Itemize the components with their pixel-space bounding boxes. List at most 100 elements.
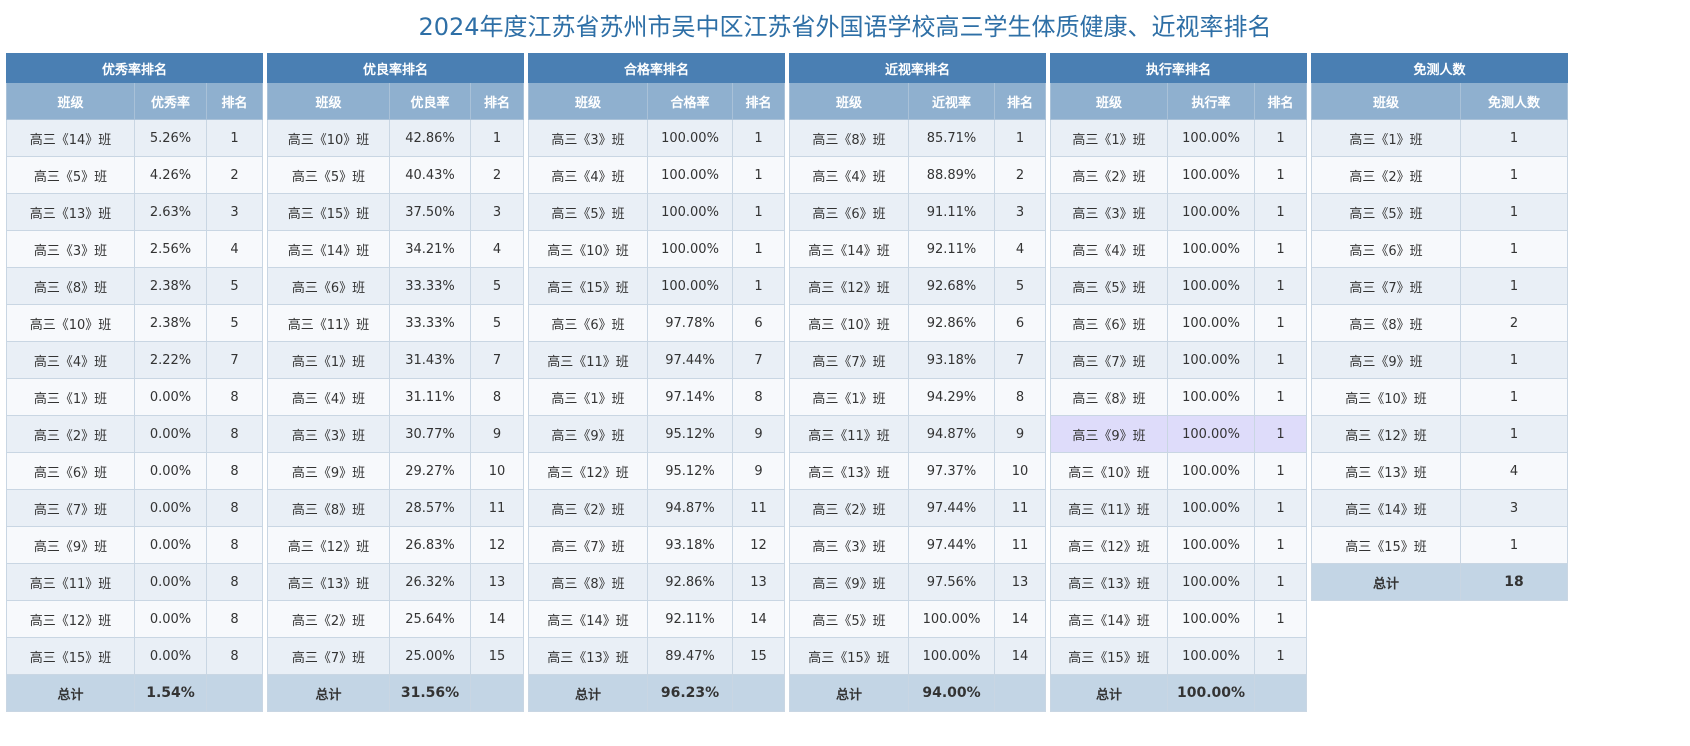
rank-cell: 3	[469, 193, 525, 231]
rank-cell: 5	[205, 267, 264, 305]
rate-cell: 85.71%	[908, 119, 995, 157]
table-row: 高三《4》班 2.22% 7	[6, 341, 264, 379]
table-row: 高三《12》班 92.68% 5	[789, 267, 1047, 305]
table-row: 高三《6》班 97.78% 6	[528, 304, 786, 342]
class-cell: 高三《3》班	[789, 526, 909, 564]
rate-cell: 34.21%	[389, 230, 471, 268]
table-row: 高三《1》班 1	[1311, 119, 1569, 157]
class-cell: 高三《1》班	[528, 378, 648, 416]
rate-cell: 91.11%	[908, 193, 995, 231]
table-row: 高三《5》班 100.00% 14	[789, 600, 1047, 638]
class-cell: 高三《7》班	[789, 341, 909, 379]
rank-cell: 1	[1253, 267, 1308, 305]
class-cell: 高三《1》班	[1050, 119, 1168, 157]
class-cell: 高三《1》班	[6, 378, 135, 416]
class-cell: 高三《14》班	[1311, 489, 1461, 527]
total-value: 94.00%	[908, 674, 995, 712]
rank-cell: 1	[1253, 341, 1308, 379]
rank-cell: 8	[205, 600, 264, 638]
rate-column-header: 执行率	[1167, 82, 1255, 120]
rank-column-header: 排名	[731, 82, 786, 120]
total-row: 总计 18	[1311, 563, 1569, 601]
excellent-rate-table: 优秀率排名 班级 优秀率 排名 高三《14》班 5.26% 1 高三《5》班 4.26% 2 高三《…	[5, 53, 264, 712]
rate-cell: 29.27%	[389, 452, 471, 490]
rate-cell: 100.00%	[1167, 193, 1255, 231]
rate-cell: 5.26%	[134, 119, 207, 157]
rate-cell: 100.00%	[647, 193, 733, 231]
rate-cell: 26.32%	[389, 563, 471, 601]
table-row: 高三《1》班 100.00% 1	[1050, 119, 1308, 157]
rate-cell: 30.77%	[389, 415, 471, 453]
rate-cell: 2.56%	[134, 230, 207, 268]
class-cell: 高三《11》班	[6, 563, 135, 601]
class-cell: 高三《10》班	[6, 304, 135, 342]
class-cell: 高三《9》班	[528, 415, 648, 453]
rank-cell: 10	[993, 452, 1047, 490]
section-title: 免测人数	[1310, 53, 1569, 83]
class-cell: 高三《12》班	[6, 600, 135, 638]
rank-cell: 1	[731, 119, 786, 157]
table-row: 高三《13》班 2.63% 3	[6, 193, 264, 231]
class-column-header: 班级	[528, 82, 648, 120]
rate-cell: 100.00%	[1167, 526, 1255, 564]
table-row: 高三《7》班 93.18% 7	[789, 341, 1047, 379]
rank-cell: 1	[993, 119, 1047, 157]
total-rank	[1253, 674, 1308, 712]
table-row: 高三《10》班 1	[1311, 378, 1569, 416]
rank-cell: 13	[731, 563, 786, 601]
table-row: 高三《3》班 30.77% 9	[267, 415, 525, 453]
table-row: 高三《14》班 92.11% 4	[789, 230, 1047, 268]
rate-cell: 100.00%	[1167, 341, 1255, 379]
class-cell: 高三《4》班	[267, 378, 390, 416]
rate-cell: 31.43%	[389, 341, 471, 379]
class-cell: 高三《12》班	[528, 452, 648, 490]
table-row: 高三《15》班 1	[1311, 526, 1569, 564]
table-row: 高三《11》班 100.00% 1	[1050, 489, 1308, 527]
class-cell: 高三《2》班	[1050, 156, 1168, 194]
rank-cell: 11	[993, 489, 1047, 527]
rank-cell: 1	[1253, 489, 1308, 527]
class-cell: 高三《4》班	[1050, 230, 1168, 268]
class-cell: 高三《9》班	[1311, 341, 1461, 379]
rate-cell: 100.00%	[1167, 267, 1255, 305]
count-cell: 1	[1459, 119, 1569, 157]
class-cell: 高三《9》班	[267, 452, 390, 490]
rank-cell: 11	[469, 489, 525, 527]
class-cell: 高三《5》班	[789, 600, 909, 638]
table-row: 高三《14》班 34.21% 4	[267, 230, 525, 268]
section-title: 优秀率排名	[5, 53, 264, 83]
rank-cell: 2	[993, 156, 1047, 194]
table-row: 高三《2》班 94.87% 11	[528, 489, 786, 527]
total-label: 总计	[789, 674, 909, 712]
class-cell: 高三《11》班	[267, 304, 390, 342]
table-row: 高三《2》班 25.64% 14	[267, 600, 525, 638]
table-row: 高三《2》班 1	[1311, 156, 1569, 194]
rate-column-header: 优秀率	[134, 82, 207, 120]
rank-cell: 14	[731, 600, 786, 638]
class-cell: 高三《10》班	[528, 230, 648, 268]
class-cell: 高三《5》班	[267, 156, 390, 194]
pass-rate-table: 合格率排名 班级 合格率 排名 高三《3》班 100.00% 1 高三《4》班 100.00% 1…	[527, 53, 786, 712]
table-row: 高三《4》班 100.00% 1	[528, 156, 786, 194]
rank-cell: 5	[205, 304, 264, 342]
class-cell: 高三《6》班	[1311, 230, 1461, 268]
rate-cell: 97.37%	[908, 452, 995, 490]
rate-cell: 2.38%	[134, 304, 207, 342]
rate-cell: 100.00%	[1167, 563, 1255, 601]
total-row: 总计 96.23%	[528, 674, 786, 712]
total-rank	[993, 674, 1047, 712]
table-row: 高三《14》班 100.00% 1	[1050, 600, 1308, 638]
class-cell: 高三《10》班	[1311, 378, 1461, 416]
rate-cell: 94.29%	[908, 378, 995, 416]
rank-cell: 1	[469, 119, 525, 157]
table-row: 高三《1》班 31.43% 7	[267, 341, 525, 379]
class-column-header: 班级	[1050, 82, 1168, 120]
rank-cell: 8	[731, 378, 786, 416]
table-row: 高三《6》班 0.00% 8	[6, 452, 264, 490]
count-cell: 3	[1459, 489, 1569, 527]
rank-cell: 1	[1253, 119, 1308, 157]
class-cell: 高三《13》班	[1311, 452, 1461, 490]
total-value: 1.54%	[134, 674, 207, 712]
section-header: 优良率排名	[266, 53, 525, 83]
rate-cell: 100.00%	[1167, 156, 1255, 194]
